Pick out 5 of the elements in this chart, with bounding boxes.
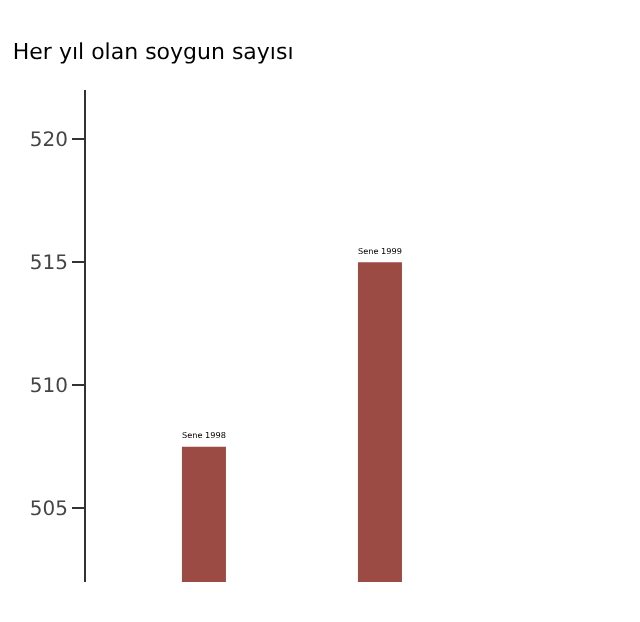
y-tick-label: 510 [29,376,68,399]
y-tick-label: 515 [29,253,68,276]
y-tick-label: 505 [29,499,68,522]
y-tick-label: 520 [29,130,68,153]
chart-title: Her yıl olan soygun sayısı [12,38,294,65]
